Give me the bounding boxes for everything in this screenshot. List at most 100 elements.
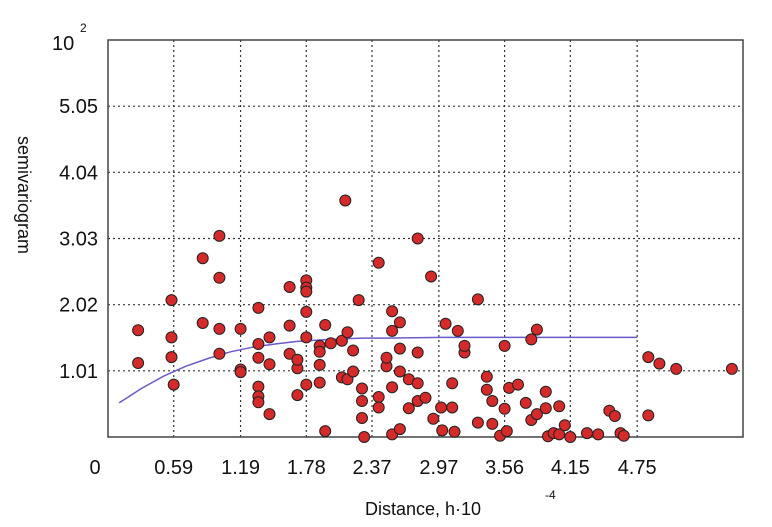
data-point — [725, 362, 738, 375]
data-point — [608, 410, 621, 422]
data-point — [386, 381, 399, 394]
data-point — [525, 333, 538, 346]
data-point — [530, 323, 543, 336]
data-point — [498, 339, 511, 352]
data-point — [356, 412, 368, 424]
data-point — [393, 342, 406, 355]
data-point — [300, 378, 313, 391]
data-point — [512, 378, 524, 391]
data-point — [539, 402, 552, 415]
data-point — [402, 402, 415, 415]
data-point — [393, 365, 406, 378]
data-point — [486, 395, 499, 407]
data-point — [581, 427, 593, 440]
data-point — [358, 431, 371, 443]
data-point — [451, 324, 464, 337]
data-point — [446, 401, 459, 414]
data-point — [319, 425, 332, 438]
x-tick-label: 4.15 — [551, 457, 590, 479]
x-tick-label: 4.75 — [618, 457, 657, 479]
data-point — [448, 425, 461, 438]
data-point — [347, 344, 360, 357]
data-point — [313, 358, 326, 371]
data-point — [553, 428, 566, 441]
data-point — [411, 346, 424, 359]
data-point — [339, 194, 352, 207]
x-axis-label-exponent: -4 — [545, 488, 556, 502]
data-point — [439, 317, 452, 330]
data-point — [165, 351, 178, 364]
data-point — [436, 424, 449, 437]
data-point — [196, 252, 209, 265]
data-point — [480, 383, 493, 396]
data-point — [283, 319, 296, 332]
data-point — [411, 232, 424, 245]
x-tick-label: 0.59 — [154, 457, 193, 479]
data-point — [234, 366, 247, 379]
data-point — [347, 365, 360, 378]
data-point — [372, 256, 385, 269]
data-point — [539, 385, 552, 398]
x-tick-labels: 0 0.59 1.19 1.78 2.37 2.97 3.56 4.15 4.75 — [89, 457, 656, 479]
data-point — [592, 428, 605, 441]
data-point — [372, 401, 385, 414]
data-point — [213, 229, 226, 242]
data-point — [313, 345, 326, 358]
data-point — [393, 423, 406, 436]
model-curve — [118, 336, 638, 404]
data-point — [132, 357, 145, 369]
data-point — [553, 400, 566, 413]
data-point — [300, 331, 313, 344]
data-point — [519, 396, 532, 409]
data-point — [380, 351, 393, 364]
data-point — [386, 305, 399, 318]
data-point — [291, 389, 304, 402]
data-point — [471, 293, 484, 306]
y-tick-label: 2.02 — [59, 295, 98, 317]
y-axis-label: semivariogram — [14, 136, 34, 254]
data-point — [252, 338, 265, 350]
data-point — [291, 353, 304, 366]
data-point — [446, 377, 459, 390]
data-point — [252, 396, 265, 409]
x-tick-label: 2.37 — [353, 457, 392, 479]
plot-frame — [107, 39, 744, 438]
data-point — [617, 429, 630, 442]
data-point — [165, 294, 178, 307]
data-point — [372, 391, 385, 403]
x-tick-label: 1.78 — [287, 457, 326, 479]
data-point — [393, 316, 406, 329]
data-point — [480, 370, 493, 383]
y-tick-labels: 1.01 2.02 3.03 4.04 5.05 — [59, 96, 98, 383]
data-point — [558, 419, 571, 432]
data-point — [213, 322, 226, 335]
data-point — [427, 412, 440, 425]
data-point — [300, 285, 313, 298]
data-point — [500, 425, 513, 438]
data-point — [252, 301, 265, 314]
data-point — [263, 358, 276, 371]
x-tick-label: 1.19 — [221, 457, 260, 479]
y-tick-label: 4.04 — [59, 162, 98, 184]
data-point — [411, 377, 424, 390]
data-point — [263, 408, 276, 421]
data-point — [530, 408, 543, 421]
data-point — [167, 378, 180, 391]
data-point — [471, 416, 484, 429]
data-point — [498, 402, 511, 415]
data-point — [341, 326, 354, 339]
data-points — [132, 194, 738, 443]
x-tick-label: 3.56 — [485, 457, 524, 479]
data-point — [196, 317, 209, 329]
y-tick-label: 3.03 — [59, 229, 98, 251]
y-tick-label: 1.01 — [59, 361, 98, 383]
data-point — [324, 337, 337, 350]
data-point — [165, 331, 178, 344]
data-point — [386, 324, 399, 337]
data-point — [252, 351, 265, 364]
data-point — [234, 322, 247, 335]
x-tick-label: 2.97 — [419, 457, 458, 479]
data-point — [283, 281, 296, 293]
x-axis-label: Distance, h·10 — [365, 499, 481, 519]
